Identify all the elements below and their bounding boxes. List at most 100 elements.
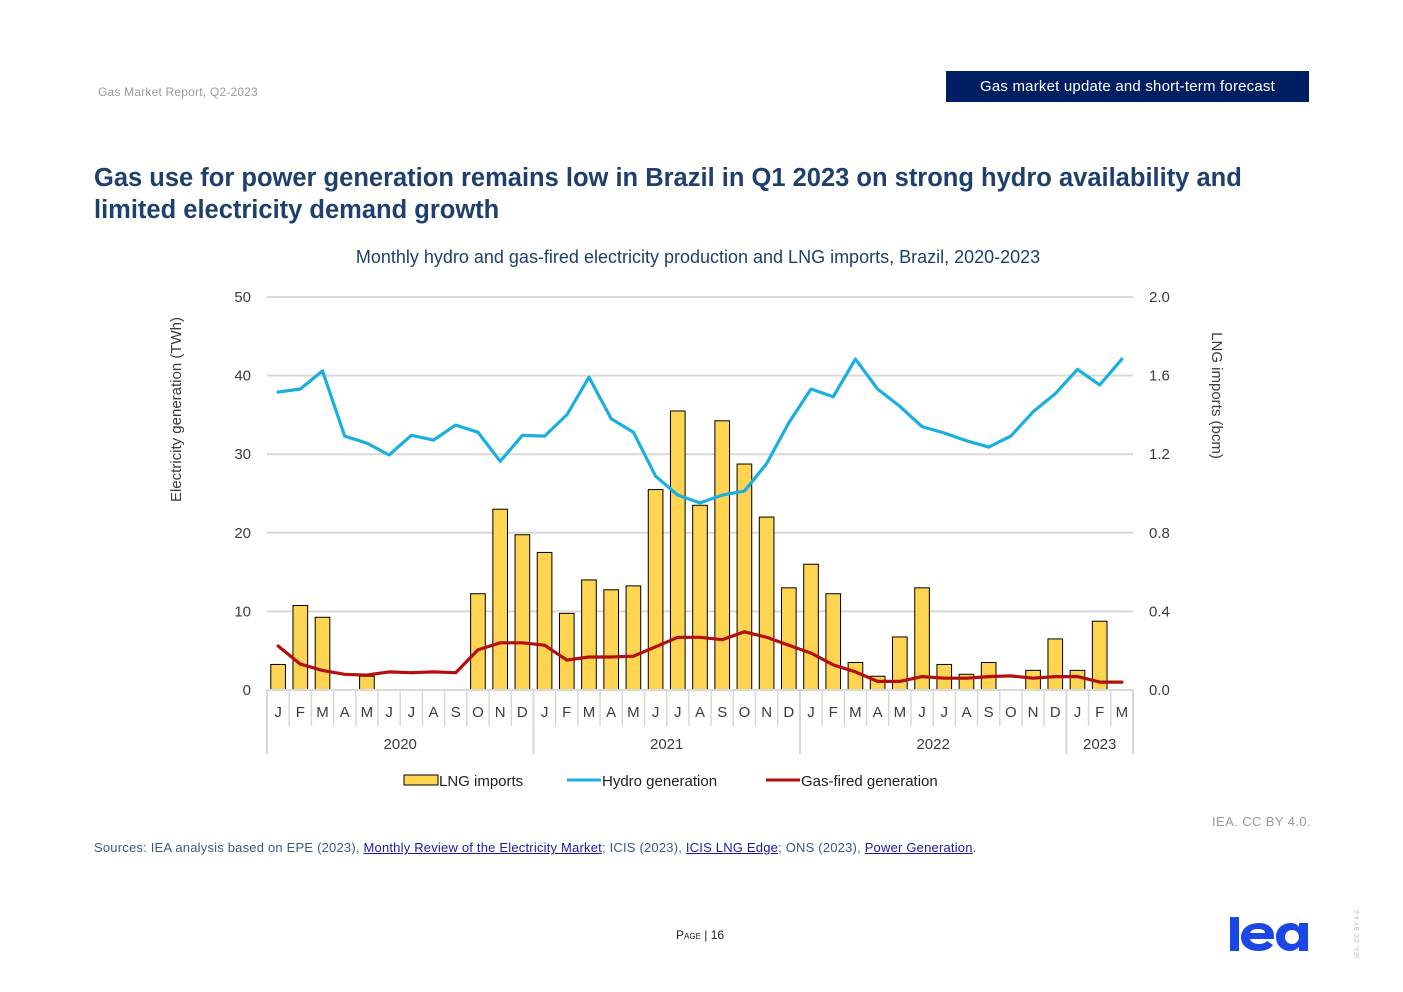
month-label: A — [873, 704, 883, 721]
y-tick-label: 30 — [234, 446, 251, 463]
legend-gas-fired-generation: Gas-fired generation — [766, 773, 938, 790]
lng-bar — [514, 534, 531, 691]
lng-bar — [581, 579, 597, 691]
month-label: A — [429, 704, 439, 721]
legend-label: Hydro generation — [602, 773, 717, 790]
sources-note: Sources: IEA analysis based on EPE (2023… — [94, 840, 976, 855]
lng-bars — [270, 410, 1108, 691]
chart-credit: IEA. CC BY 4.0. — [1212, 814, 1311, 829]
month-label: O — [1005, 704, 1017, 721]
legend-swatch — [403, 774, 439, 786]
month-label: S — [451, 704, 461, 721]
year-label: 2022 — [916, 736, 949, 753]
y-tick-label: 20 — [234, 525, 251, 542]
sources-mid-2: ; ONS (2023), — [778, 840, 865, 855]
page-number-value: 16 — [710, 928, 725, 942]
sources-prefix: Sources: IEA analysis based on EPE (2023… — [94, 840, 364, 855]
lng-bar — [736, 463, 753, 691]
lng-bar — [803, 563, 819, 691]
report-name: Gas Market Report, Q2-2023 — [98, 85, 258, 99]
hydro-line — [276, 357, 1124, 505]
lng-bar — [669, 410, 686, 691]
lng-bar — [314, 616, 331, 691]
legend-label: LNG imports — [439, 773, 523, 790]
side-credit: IEA. CC BY 4.0. — [1355, 907, 1361, 958]
lng-bar — [1025, 669, 1041, 691]
month-label: N — [761, 704, 772, 721]
lng-bar — [758, 516, 775, 691]
month-label: M — [583, 704, 596, 721]
lng-bar — [292, 605, 309, 691]
month-label: D — [517, 704, 528, 721]
month-label: F — [1095, 704, 1104, 721]
section-banner: Gas market update and short-term forecas… — [946, 71, 1309, 102]
sources-mid-1: ; ICIS (2023), — [601, 840, 686, 855]
month-label: M — [1116, 704, 1129, 721]
y2-tick-label: 2.0 — [1149, 289, 1170, 306]
month-label: M — [849, 704, 862, 721]
lng-bar — [825, 593, 842, 691]
month-label: O — [472, 704, 484, 721]
lng-bar — [492, 508, 508, 691]
year-label: 2021 — [650, 736, 683, 753]
gas-fired-line — [276, 630, 1124, 684]
lng-bar — [714, 420, 731, 691]
month-label: M — [627, 704, 640, 721]
sources-suffix: . — [972, 840, 977, 855]
y-axis-title: Electricity generation (TWh) — [168, 317, 185, 502]
lng-bar — [847, 661, 864, 691]
lng-bar — [780, 587, 797, 691]
source-link-epe[interactable]: Monthly Review of the Electricity Market — [363, 840, 602, 855]
month-label: J — [941, 704, 949, 721]
legend: LNG imports Hydro generation Gas-fired gen… — [403, 773, 938, 790]
lng-bar — [270, 663, 286, 691]
year-label: 2020 — [384, 736, 417, 753]
page-number: Page | 16 — [676, 928, 724, 942]
month-label: A — [340, 704, 350, 721]
lng-bar — [914, 587, 930, 691]
month-label: A — [606, 704, 616, 721]
month-label: D — [1050, 704, 1061, 721]
y2-tick-label: 1.2 — [1149, 446, 1170, 463]
y2-tick-label: 1.6 — [1149, 368, 1170, 385]
iea-logo — [1230, 917, 1308, 951]
y-tick-label: 0 — [243, 682, 251, 699]
y2-tick-label: 0.0 — [1149, 682, 1170, 699]
month-label: S — [984, 704, 994, 721]
lng-bar — [1069, 669, 1086, 691]
month-label: J — [807, 704, 815, 721]
page-separator: | — [700, 928, 711, 942]
lng-bar — [647, 489, 664, 691]
y-tick-label: 10 — [234, 603, 251, 620]
month-label: J — [408, 704, 416, 721]
month-label: N — [1028, 704, 1039, 721]
legend-hydro-generation: Hydro generation — [567, 773, 717, 790]
lng-bar — [536, 551, 553, 691]
month-label: J — [385, 704, 393, 721]
month-label: J — [674, 704, 682, 721]
source-link-ons[interactable]: Power Generation — [864, 840, 973, 855]
y-tick-label: 50 — [234, 289, 251, 306]
page-headline: Gas use for power generation remains low… — [94, 164, 1242, 224]
y2-tick-label: 0.4 — [1149, 603, 1170, 620]
chart-title: Monthly hydro and gas-fired electricity … — [355, 247, 1041, 267]
legend-label: Gas-fired generation — [801, 773, 938, 790]
year-label: 2023 — [1083, 736, 1116, 753]
month-label: M — [894, 704, 907, 721]
lng-bar — [603, 589, 620, 691]
month-label: J — [274, 704, 282, 721]
page-label: Page — [676, 928, 701, 942]
legend-lng-imports: LNG imports — [403, 773, 523, 790]
lng-bar — [692, 504, 708, 691]
y2-axis-title: LNG imports (bcm) — [1208, 332, 1225, 459]
month-label: J — [1074, 704, 1082, 721]
axes: 0 10 20 30 40 50 0.0 0.4 0.8 1.2 1.6 2.0 Electricity… — [168, 289, 1225, 754]
month-label: D — [783, 704, 794, 721]
lng-bar — [359, 675, 375, 691]
source-link-icis[interactable]: ICIS LNG Edge — [685, 840, 779, 855]
month-label: O — [739, 704, 751, 721]
lines — [276, 357, 1124, 684]
lng-bar — [625, 585, 642, 691]
month-label: F — [296, 704, 305, 721]
